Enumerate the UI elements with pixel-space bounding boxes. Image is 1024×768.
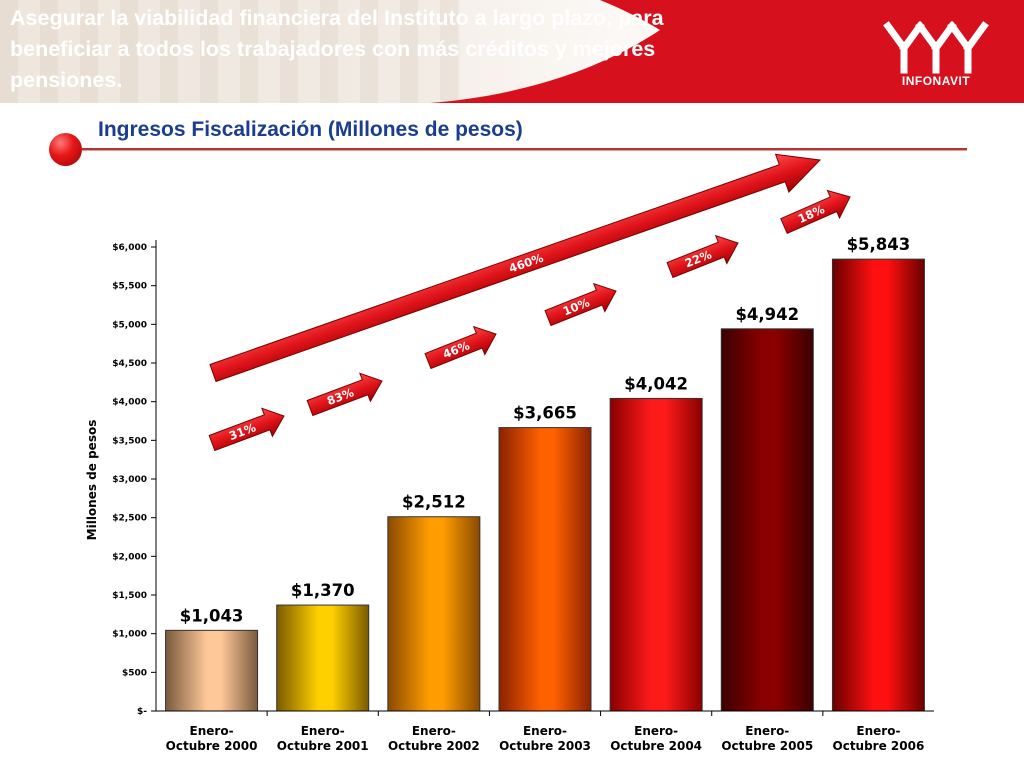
y-tick-label: $2,000 xyxy=(112,552,147,562)
bar-value-label: $1,370 xyxy=(291,581,355,600)
axes: $6,000 $5,500 $5,000 $4,500 $4,000 $3,500 $3,0… xyxy=(112,240,934,717)
x-category-label: Octubre 2004 xyxy=(610,739,702,753)
x-category-label: Enero- xyxy=(523,724,567,738)
bar-value-label: $1,043 xyxy=(180,606,244,625)
header-banner: Asegurar la viabilidad financiera del In… xyxy=(0,0,1024,103)
x-category-label: Enero- xyxy=(634,724,678,738)
x-category-label: Octubre 2002 xyxy=(388,739,480,753)
y-axis-label: Millones de pesos xyxy=(85,420,99,541)
chart-title: Ingresos Fiscalización (Millones de peso… xyxy=(98,118,523,141)
bar xyxy=(387,516,481,712)
bar xyxy=(831,258,925,712)
growth-arrow: 83% xyxy=(306,372,383,417)
title-bullet-icon xyxy=(49,133,82,166)
x-category-label: Enero- xyxy=(190,724,234,738)
header-text: Asegurar la viabilidad financiera del In… xyxy=(10,6,664,92)
overall-growth-arrow: 460% xyxy=(209,153,822,383)
x-category-label: Octubre 2000 xyxy=(166,739,258,753)
bar xyxy=(609,397,703,712)
x-category-label: Enero- xyxy=(856,724,900,738)
bar-value-label: $5,843 xyxy=(847,235,911,254)
growth-arrow: 10% xyxy=(544,282,617,327)
bar-value-label: $4,942 xyxy=(735,305,799,324)
x-category-label: Enero- xyxy=(745,724,789,738)
y-tick-label: $3,500 xyxy=(112,436,147,446)
header-red-band xyxy=(430,0,1024,103)
title-divider xyxy=(82,148,967,151)
bar-value-label: $4,042 xyxy=(624,374,688,393)
x-category-label: Octubre 2005 xyxy=(721,739,813,753)
bar xyxy=(276,604,370,712)
growth-arrow: 46% xyxy=(424,325,497,370)
y-tick-label: $1,000 xyxy=(112,630,147,640)
infonavit-logo-icon xyxy=(883,21,989,74)
growth-arrows: 460%31%83%46%10%22%18% xyxy=(208,153,851,452)
x-category-label: Octubre 2006 xyxy=(833,739,925,753)
bar-value-label: $2,512 xyxy=(402,493,466,512)
bars xyxy=(165,258,925,712)
x-category-label: Enero- xyxy=(301,724,345,738)
y-tick-label: $4,500 xyxy=(112,359,147,369)
x-category-label: Octubre 2003 xyxy=(499,739,591,753)
y-tick-label: $5,500 xyxy=(112,282,147,292)
growth-arrow: 22% xyxy=(666,234,739,279)
y-tick-label: $2,500 xyxy=(112,514,147,524)
logo-text: INFONAVIT xyxy=(901,74,971,88)
bar xyxy=(165,629,259,712)
x-category-label: Octubre 2001 xyxy=(277,739,369,753)
growth-arrow: 31% xyxy=(208,407,285,452)
y-tick-label: $5,000 xyxy=(112,320,147,330)
bar-value-label: $3,665 xyxy=(513,404,577,423)
x-category-label: Enero- xyxy=(412,724,456,738)
y-tick-label: $4,000 xyxy=(112,398,147,408)
y-tick-label: $500 xyxy=(122,668,147,678)
header-background-photo xyxy=(0,0,460,103)
bar xyxy=(498,427,592,712)
y-tick-label: $3,000 xyxy=(112,475,147,485)
bar xyxy=(720,328,814,712)
y-tick-label: $- xyxy=(137,707,147,717)
y-tick-label: $6,000 xyxy=(112,243,147,253)
y-tick-label: $1,500 xyxy=(112,591,147,601)
